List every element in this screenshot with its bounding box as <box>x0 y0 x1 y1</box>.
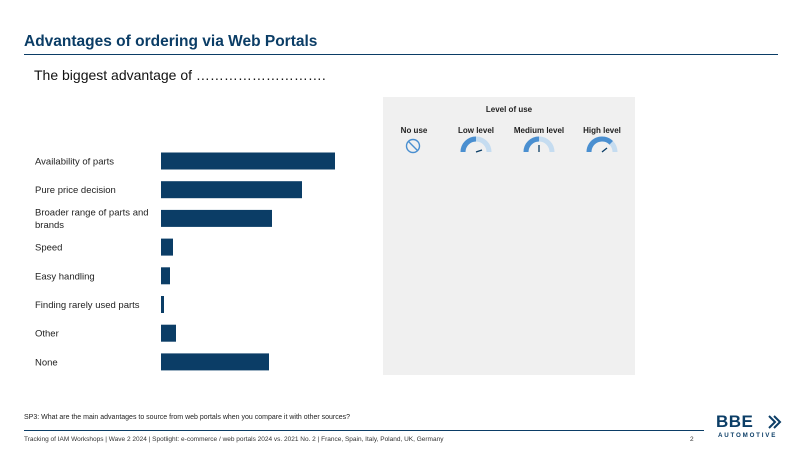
category-label-3: Speed <box>35 243 62 254</box>
level-label-no-use: No use <box>400 126 428 135</box>
level-of-use-title: Level of use <box>485 105 533 114</box>
category-label-7: None <box>35 357 58 368</box>
gauge-low-icon <box>460 136 492 153</box>
bar-5 <box>161 296 164 313</box>
page-subtitle: The biggest advantage of ………………………. <box>34 67 326 83</box>
category-label-6: Other <box>35 329 59 340</box>
bbe-automotive-logo: BBE AUTOMOTIVE <box>716 412 784 442</box>
footer-source: Tracking of IAM Workshops | Wave 2 2024 … <box>24 436 444 443</box>
gauge-medium-icon <box>523 136 555 153</box>
category-label-5: Finding rarely used parts <box>35 300 140 311</box>
no-use-icon <box>405 138 421 154</box>
bar-7 <box>161 353 269 371</box>
logo-arrow-icon <box>768 415 782 429</box>
advantages-bar-chart: Availability of parts Pure price decision… <box>35 152 335 371</box>
bar-3 <box>161 238 173 256</box>
level-label-medium: Medium level <box>513 126 565 135</box>
bar-2 <box>161 209 272 227</box>
footer-divider <box>24 430 704 431</box>
category-label-4: Easy handling <box>35 271 95 282</box>
level-of-use-panel: Level of use No use Low level Medium lev… <box>383 97 635 375</box>
logo-sub-text: AUTOMOTIVE <box>718 432 778 439</box>
category-label-2: Broader range of parts and brands <box>35 208 149 232</box>
page-title: Advantages of ordering via Web Portals <box>24 33 318 50</box>
survey-question: SP3: What are the main advantages to sou… <box>24 414 351 421</box>
bar-4 <box>161 267 170 285</box>
category-label-1: Pure price decision <box>35 185 116 196</box>
level-label-low: Low level <box>457 126 495 135</box>
bar-1 <box>161 181 302 199</box>
logo-main-text: BBE <box>716 412 754 431</box>
page-number: 2 <box>690 436 694 443</box>
level-label-high: High level <box>583 126 621 135</box>
gauge-high-icon <box>586 136 618 153</box>
title-divider <box>24 54 778 55</box>
bar-0 <box>161 152 335 170</box>
bar-6 <box>161 324 176 342</box>
category-label-0: Availability of parts <box>35 157 114 168</box>
